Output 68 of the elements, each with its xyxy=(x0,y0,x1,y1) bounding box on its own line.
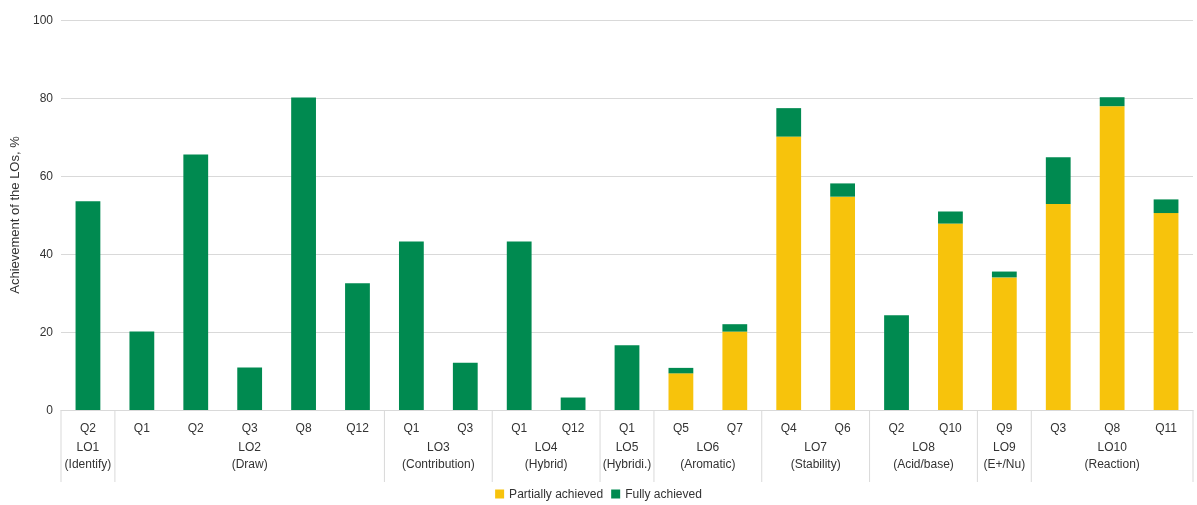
x-tick-label: Q12 xyxy=(561,421,585,435)
bar xyxy=(884,315,909,410)
text: LO9 (E+/Nu) xyxy=(983,439,1026,471)
bar xyxy=(75,201,101,410)
x-tick-label: Q1 xyxy=(511,421,528,435)
x-tick-label: Q2 xyxy=(79,421,97,435)
x-tick-label: Q3 xyxy=(1050,421,1067,435)
x-tick-label: Q7 xyxy=(726,421,744,435)
legend-label: Fully achieved xyxy=(625,487,702,501)
x-tick-label: Q5 xyxy=(672,421,690,435)
x-tick-label: Q8 xyxy=(1104,421,1121,435)
bar xyxy=(129,331,155,410)
bar xyxy=(938,211,963,224)
bar xyxy=(722,324,748,332)
text: LO1 (Identify) xyxy=(64,439,112,471)
bar xyxy=(614,345,640,410)
text: LO4 (Hybrid) xyxy=(524,439,568,471)
y-tick-label: 100 xyxy=(32,13,54,27)
bar xyxy=(345,283,370,410)
text: LO10 (Reaction) xyxy=(1084,439,1140,471)
bar xyxy=(1099,97,1125,107)
y-tick-label: 40 xyxy=(39,247,54,261)
x-tick-label: Q9 xyxy=(996,421,1013,435)
y-axis-title: Achievement of the LOs, % xyxy=(7,135,22,294)
x-tick-label: Q6 xyxy=(834,421,851,435)
bar xyxy=(237,367,263,410)
text: LO7 (Stability) xyxy=(790,439,841,471)
bar xyxy=(776,108,802,137)
bar xyxy=(398,241,424,410)
bar xyxy=(1099,106,1125,410)
bar xyxy=(291,97,316,410)
x-tick-label: Q10 xyxy=(939,421,963,435)
text: LO5 (Hybridi.) xyxy=(602,439,652,471)
bar xyxy=(722,331,748,410)
bar xyxy=(668,373,694,410)
x-tick-label: Q3 xyxy=(457,421,474,435)
y-tick-label: 60 xyxy=(39,169,54,183)
bar xyxy=(183,154,209,410)
text: LO3 (Contribution) xyxy=(401,439,475,471)
y-tick-label: 80 xyxy=(39,91,54,105)
x-tick-label: Q12 xyxy=(346,421,370,435)
bar xyxy=(1153,199,1179,214)
x-tick-label: Q2 xyxy=(187,421,205,435)
x-tick-label: Q11 xyxy=(1155,421,1178,435)
x-tick-label: Q8 xyxy=(295,421,312,435)
x-tick-label: Q1 xyxy=(403,421,420,435)
bar xyxy=(452,362,478,410)
bar xyxy=(1045,157,1071,205)
bar xyxy=(506,241,532,410)
x-tick-label: Q2 xyxy=(888,421,905,435)
text: LO2 (Draw) xyxy=(231,439,268,471)
bar xyxy=(1153,213,1179,410)
text: LO8 (Acid/base) xyxy=(893,439,954,471)
text: LO6 (Aromatic) xyxy=(680,439,736,471)
x-tick-label: Q3 xyxy=(241,421,258,435)
bar xyxy=(830,183,856,197)
bar xyxy=(938,223,963,410)
x-tick-label: Q1 xyxy=(133,421,151,435)
legend-label: Partially achieved xyxy=(509,487,604,501)
bar xyxy=(1045,204,1071,410)
y-tick-label: 20 xyxy=(39,325,54,339)
x-tick-label: Q4 xyxy=(780,421,798,435)
bar xyxy=(991,277,1017,410)
bar xyxy=(776,136,802,410)
bar xyxy=(830,196,856,410)
x-tick-label: Q1 xyxy=(618,421,636,435)
y-tick-label: 0 xyxy=(46,403,54,417)
bar xyxy=(560,397,586,410)
